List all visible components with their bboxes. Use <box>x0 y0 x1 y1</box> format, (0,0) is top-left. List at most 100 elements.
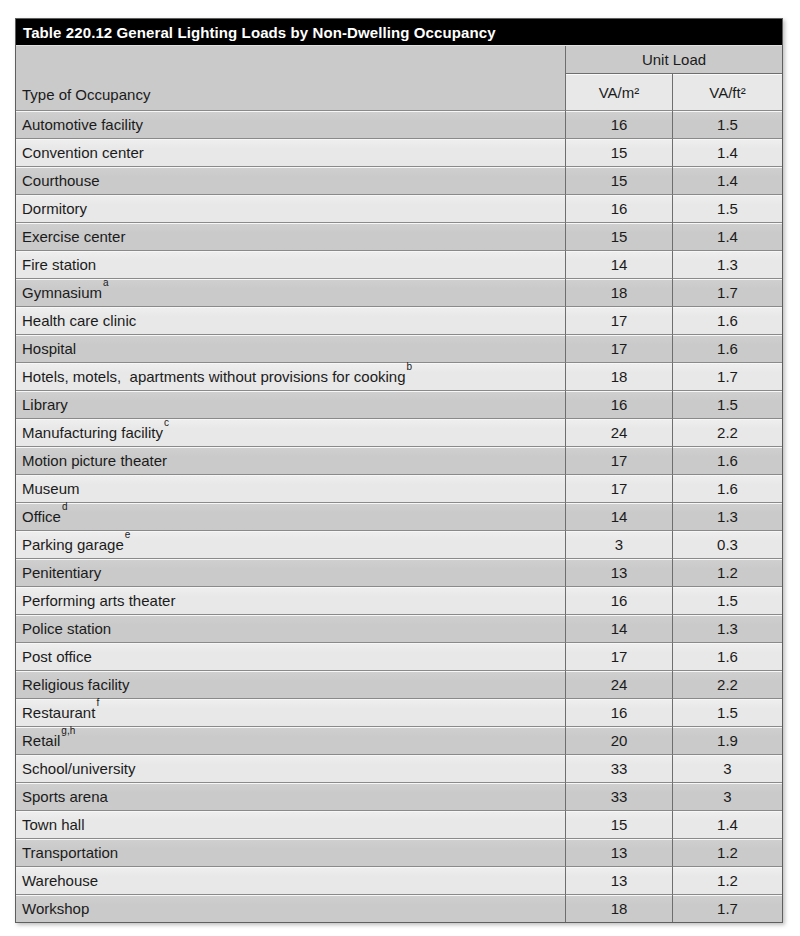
table-row: Penitentiary131.2 <box>16 558 782 586</box>
occupancy-cell: Workshop <box>16 894 565 922</box>
column-header-va-per-m2: VA/m² <box>565 73 672 110</box>
occupancy-cell: Manufacturing facilityc <box>16 418 565 446</box>
occupancy-cell: Library <box>16 390 565 418</box>
table-row: Officed141.3 <box>16 502 782 530</box>
table-row: Motion picture theater171.6 <box>16 446 782 474</box>
occupancy-cell: Hospital <box>16 334 565 362</box>
occupancy-cell: Warehouse <box>16 866 565 894</box>
va-per-m2-cell: 33 <box>565 782 672 810</box>
occupancy-label: Police station <box>22 620 111 637</box>
occupancy-load-table: Type of Occupancy Unit Load VA/m² VA/ft²… <box>16 46 782 922</box>
va-per-m2-cell: 24 <box>565 418 672 446</box>
occupancy-cell: Courthouse <box>16 166 565 194</box>
occupancy-label: Penitentiary <box>22 564 101 581</box>
table-row: Hospital171.6 <box>16 334 782 362</box>
occupancy-cell: Transportation <box>16 838 565 866</box>
va-per-ft2-cell: 1.5 <box>672 586 782 614</box>
occupancy-cell: Automotive facility <box>16 110 565 138</box>
va-per-ft2-cell: 1.3 <box>672 250 782 278</box>
va-per-ft2-cell: 1.5 <box>672 194 782 222</box>
occupancy-cell: Performing arts theater <box>16 586 565 614</box>
va-per-m2-cell: 17 <box>565 474 672 502</box>
va-per-m2-cell: 16 <box>565 586 672 614</box>
occupancy-label: Sports arena <box>22 788 108 805</box>
table-row: Sports arena333 <box>16 782 782 810</box>
occupancy-label: Fire station <box>22 256 96 273</box>
table-row: Exercise center151.4 <box>16 222 782 250</box>
occupancy-cell: Gymnasiuma <box>16 278 565 306</box>
va-per-ft2-cell: 1.6 <box>672 334 782 362</box>
va-per-m2-cell: 20 <box>565 726 672 754</box>
va-per-m2-cell: 17 <box>565 446 672 474</box>
table-row: Religious facility242.2 <box>16 670 782 698</box>
occupancy-label: Dormitory <box>22 200 87 217</box>
va-per-m2-cell: 15 <box>565 166 672 194</box>
table-row: Post office171.6 <box>16 642 782 670</box>
table-row: Fire station141.3 <box>16 250 782 278</box>
va-per-ft2-cell: 2.2 <box>672 418 782 446</box>
footnote-marker: a <box>103 277 109 288</box>
occupancy-label: Warehouse <box>22 872 98 889</box>
occupancy-label: Museum <box>22 480 80 497</box>
footnote-marker: e <box>125 529 131 540</box>
table-row: Convention center151.4 <box>16 138 782 166</box>
va-per-ft2-cell: 1.4 <box>672 222 782 250</box>
va-per-ft2-cell: 1.4 <box>672 166 782 194</box>
occupancy-label: Courthouse <box>22 172 100 189</box>
va-per-ft2-cell: 1.4 <box>672 138 782 166</box>
va-per-m2-cell: 13 <box>565 838 672 866</box>
va-per-ft2-cell: 1.9 <box>672 726 782 754</box>
va-per-ft2-cell: 1.2 <box>672 866 782 894</box>
occupancy-label: Town hall <box>22 816 85 833</box>
table-row: Courthouse 151.4 <box>16 166 782 194</box>
occupancy-label: Automotive facility <box>22 116 143 133</box>
va-per-ft2-cell: 1.6 <box>672 446 782 474</box>
va-per-m2-cell: 18 <box>565 278 672 306</box>
va-per-ft2-cell: 1.3 <box>672 502 782 530</box>
occupancy-cell: Police station <box>16 614 565 642</box>
va-per-m2-cell: 15 <box>565 222 672 250</box>
va-per-ft2-cell: 1.6 <box>672 306 782 334</box>
occupancy-label: Post office <box>22 648 92 665</box>
table-row: Automotive facility161.5 <box>16 110 782 138</box>
va-per-m2-cell: 17 <box>565 306 672 334</box>
va-per-ft2-cell: 1.7 <box>672 278 782 306</box>
table-row: Manufacturing facilityc242.2 <box>16 418 782 446</box>
occupancy-label: Retail <box>22 732 60 749</box>
va-per-ft2-cell: 2.2 <box>672 670 782 698</box>
occupancy-cell: Convention center <box>16 138 565 166</box>
va-per-ft2-cell: 1.5 <box>672 698 782 726</box>
occupancy-label: Manufacturing facility <box>22 424 163 441</box>
va-per-m2-cell: 16 <box>565 698 672 726</box>
va-per-m2-cell: 15 <box>565 138 672 166</box>
table-row: Performing arts theater161.5 <box>16 586 782 614</box>
table-row: Health care clinic171.6 <box>16 306 782 334</box>
occupancy-label: School/university <box>22 760 135 777</box>
occupancy-cell: Retailg,h <box>16 726 565 754</box>
va-per-ft2-cell: 1.7 <box>672 894 782 922</box>
occupancy-cell: Sports arena <box>16 782 565 810</box>
va-per-m2-cell: 16 <box>565 390 672 418</box>
table-row: Museum 171.6 <box>16 474 782 502</box>
table-header: Type of Occupancy Unit Load VA/m² VA/ft² <box>16 46 782 110</box>
occupancy-cell: Penitentiary <box>16 558 565 586</box>
va-per-m2-cell: 13 <box>565 866 672 894</box>
occupancy-cell: Post office <box>16 642 565 670</box>
table-body: Automotive facility161.5Convention cente… <box>16 110 782 922</box>
table-row: Restaurantf161.5 <box>16 698 782 726</box>
footnote-marker: g,h <box>61 725 75 736</box>
va-per-ft2-cell: 1.6 <box>672 474 782 502</box>
occupancy-cell: Health care clinic <box>16 306 565 334</box>
table-row: School/university333 <box>16 754 782 782</box>
footnote-marker: d <box>62 501 68 512</box>
table-row: Dormitory161.5 <box>16 194 782 222</box>
table-row: Town hall151.4 <box>16 810 782 838</box>
occupancy-label: Library <box>22 396 68 413</box>
occupancy-cell: Motion picture theater <box>16 446 565 474</box>
va-per-ft2-cell: 1.6 <box>672 642 782 670</box>
va-per-m2-cell: 16 <box>565 110 672 138</box>
occupancy-cell: Exercise center <box>16 222 565 250</box>
va-per-ft2-cell: 1.2 <box>672 558 782 586</box>
occupancy-cell: Museum <box>16 474 565 502</box>
table-row: Retailg,h201.9 <box>16 726 782 754</box>
